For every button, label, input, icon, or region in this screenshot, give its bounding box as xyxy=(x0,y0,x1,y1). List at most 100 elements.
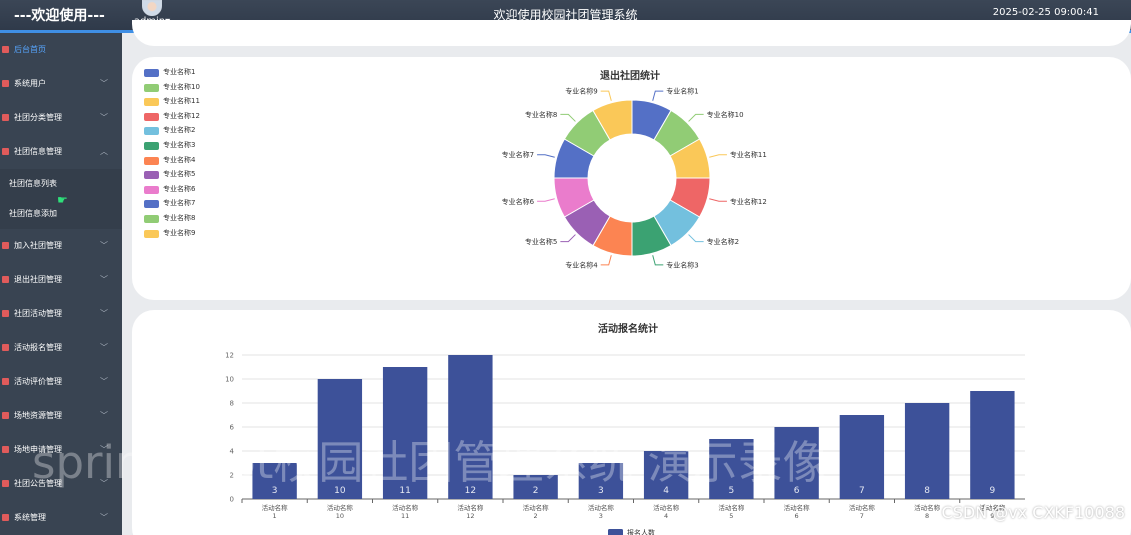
legend-item[interactable]: 专业名称4 xyxy=(144,156,200,171)
x-tick-label: 活动名称 xyxy=(718,503,745,512)
legend-item[interactable]: 专业名称9 xyxy=(144,229,200,244)
pie-slice-label: 专业名称4 xyxy=(565,260,598,269)
bar-data-label: 6 xyxy=(794,486,800,496)
bar[interactable] xyxy=(578,463,624,499)
legend-item[interactable]: 专业名称1 xyxy=(144,68,200,83)
sidebar-subitem-club-list[interactable]: 社团信息列表 xyxy=(0,169,122,199)
sidebar-item-activity-signup[interactable]: 活动报名管理 ﹀ xyxy=(0,331,122,365)
legend-swatch xyxy=(144,171,159,180)
legend-swatch xyxy=(144,141,159,150)
pie-slice-label: 专业名称10 xyxy=(707,110,744,119)
chevron-down-icon: ﹀ xyxy=(100,479,108,488)
sidebar-item-label: 系统用户 xyxy=(14,79,46,88)
pie-slice-label: 专业名称11 xyxy=(730,150,767,159)
sidebar-item-club-category[interactable]: 社团分类管理 ﹀ xyxy=(0,101,122,135)
sidebar-item-club-info[interactable]: 社团信息管理 ︿ xyxy=(0,135,122,169)
pie-leader-line xyxy=(537,154,555,158)
pie-leader-line xyxy=(560,113,576,122)
legend-item[interactable]: 专业名称3 xyxy=(144,141,200,156)
x-tick-label: 活动名称 xyxy=(523,503,550,512)
chevron-down-icon: ﹀ xyxy=(100,343,108,352)
bar[interactable] xyxy=(839,415,885,499)
sidebar-item-system-users[interactable]: 系统用户 ﹀ xyxy=(0,67,122,101)
x-tick-label: 活动名称 xyxy=(979,503,1006,512)
legend-item[interactable]: 专业名称12 xyxy=(144,112,200,127)
pie-slice-label: 专业名称9 xyxy=(565,87,597,96)
legend-label: 专业名称11 xyxy=(163,97,200,106)
legend-swatch xyxy=(144,156,159,165)
sidebar-subitem-label: 社团信息添加 xyxy=(9,209,57,218)
legend-item[interactable]: 专业名称5 xyxy=(144,170,200,185)
legend-label: 专业名称3 xyxy=(163,140,196,149)
avatar[interactable] xyxy=(142,0,162,16)
checkbox-icon xyxy=(2,480,9,487)
legend-item[interactable]: 专业名称10 xyxy=(144,83,200,98)
sidebar-item-join-club[interactable]: 加入社团管理 ﹀ xyxy=(0,229,122,263)
pointer-cursor-icon: ☛ xyxy=(57,193,68,207)
chevron-down-icon: ﹀ xyxy=(100,79,108,88)
sidebar-item-club-notice[interactable]: 社团公告管理 ﹀ xyxy=(0,467,122,501)
page-title: 欢迎使用校园社团管理系统 xyxy=(493,8,638,22)
legend-item[interactable]: 专业名称8 xyxy=(144,214,200,229)
checkbox-icon xyxy=(2,344,9,351)
pie-legend: 专业名称1 专业名称10 专业名称11 专业名称12 专业名称2 专业名称3 专业名称4 专业… xyxy=(144,68,200,243)
x-tick-label-line2: 10 xyxy=(336,512,344,520)
legend-item[interactable]: 专业名称7 xyxy=(144,199,200,214)
bar[interactable] xyxy=(774,427,819,499)
x-tick-label: 活动名称 xyxy=(653,503,680,512)
sidebar-item-club-activity[interactable]: 社团活动管理 ﹀ xyxy=(0,297,122,331)
summary-card xyxy=(132,20,1131,46)
x-tick-label: 活动名称 xyxy=(262,503,289,512)
sidebar-item-label: 社团信息管理 xyxy=(14,147,62,156)
bar[interactable] xyxy=(448,355,493,499)
sidebar-item-label: 场地资源管理 xyxy=(14,411,62,420)
x-tick-label-line2: 7 xyxy=(860,512,864,520)
sidebar-item-system-manage[interactable]: 系统管理 ﹀ xyxy=(0,501,122,535)
bar-data-label: 5 xyxy=(729,486,735,496)
quit-club-chart-card: 专业名称1 专业名称10 专业名称11 专业名称12 专业名称2 专业名称3 专业名称4 专业… xyxy=(132,57,1131,300)
sidebar-item-activity-review[interactable]: 活动评价管理 ﹀ xyxy=(0,365,122,399)
checkbox-icon xyxy=(2,148,9,155)
bar-data-label: 12 xyxy=(465,486,476,496)
x-tick-label-line2: 2 xyxy=(534,512,538,520)
sidebar-item-quit-club[interactable]: 退出社团管理 ﹀ xyxy=(0,263,122,297)
bar[interactable] xyxy=(643,451,689,499)
bar[interactable] xyxy=(317,379,363,499)
sidebar-item-venue-resource[interactable]: 场地资源管理 ﹀ xyxy=(0,399,122,433)
bar[interactable] xyxy=(382,367,428,499)
bar[interactable] xyxy=(970,391,1015,499)
sidebar-item-venue-apply[interactable]: 场地申请管理 ﹀ xyxy=(0,433,122,467)
legend-item[interactable]: 专业名称2 xyxy=(144,126,200,141)
sidebar-item-home[interactable]: 后台首页 xyxy=(0,33,122,67)
x-tick-label-line2: 1 xyxy=(273,512,277,520)
bar[interactable] xyxy=(904,403,950,499)
pie-slice[interactable] xyxy=(592,99,633,141)
x-tick-label: 活动名称 xyxy=(849,503,876,512)
bar[interactable] xyxy=(709,439,754,499)
legend-swatch xyxy=(144,185,159,194)
legend-swatch xyxy=(144,69,159,77)
bar[interactable] xyxy=(252,463,297,499)
bar[interactable] xyxy=(513,475,558,499)
bar-data-label: 7 xyxy=(859,486,865,496)
checkbox-icon xyxy=(2,412,9,419)
sidebar-item-label: 场地申请管理 xyxy=(14,445,62,454)
legend-label: 专业名称2 xyxy=(163,126,196,135)
sidebar-item-label: 活动评价管理 xyxy=(14,377,62,386)
legend-swatch xyxy=(144,112,159,121)
legend-label: 专业名称7 xyxy=(163,199,196,208)
legend-item[interactable]: 专业名称6 xyxy=(144,185,200,200)
checkbox-icon xyxy=(2,446,9,453)
pie-leader-line xyxy=(600,255,612,266)
pie-leader-line xyxy=(709,154,727,158)
bar-data-label: 9 xyxy=(990,486,996,496)
sidebar-item-label: 退出社团管理 xyxy=(14,275,62,284)
legend-item[interactable]: 专业名称11 xyxy=(144,97,200,112)
bar-legend[interactable]: 报名人数 xyxy=(608,528,655,535)
legend-swatch xyxy=(144,229,159,238)
sidebar-subitem-club-add[interactable]: 社团信息添加 xyxy=(0,199,122,229)
sidebar: 后台首页 系统用户 ﹀ 社团分类管理 ﹀ 社团信息管理 ︿ 社团信息列表 社团信… xyxy=(0,33,122,535)
x-tick-label-line2: 4 xyxy=(664,512,668,520)
chevron-down-icon: ﹀ xyxy=(100,411,108,420)
checkbox-icon xyxy=(2,276,9,283)
